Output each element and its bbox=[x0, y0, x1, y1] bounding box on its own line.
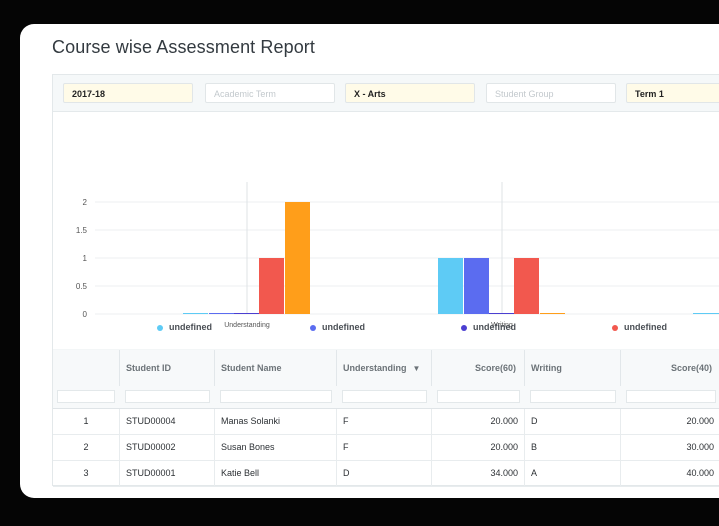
bar bbox=[183, 313, 208, 314]
course-filter[interactable]: X - Arts bbox=[345, 83, 475, 103]
app-window: Course wise Assessment Report 2017-18 Ac… bbox=[20, 24, 719, 498]
table-row[interactable]: 1 STUD00004 Manas Solanki F 20.000 D 20.… bbox=[53, 409, 719, 435]
student-id-cell: STUD00004 bbox=[120, 409, 215, 434]
row-number-cell: 3 bbox=[53, 461, 120, 486]
student-id-cell: STUD00001 bbox=[120, 461, 215, 486]
legend-item-4: undefined bbox=[612, 322, 667, 332]
chart-svg: 0 0.5 1 1.5 2 Understanding Writing bbox=[76, 182, 719, 329]
understanding-cell: D bbox=[337, 461, 432, 486]
understanding-cell: F bbox=[337, 409, 432, 434]
x-tick-label: Understanding bbox=[224, 322, 270, 329]
bar bbox=[285, 202, 310, 314]
legend-dot-icon bbox=[461, 324, 467, 331]
understanding-header[interactable]: Understanding ▼ bbox=[337, 350, 432, 386]
writing-cell: D bbox=[525, 409, 621, 434]
student-id-filter-input[interactable] bbox=[125, 390, 210, 403]
student-name-header[interactable]: Student Name bbox=[215, 350, 337, 386]
row-number-header bbox=[53, 350, 120, 386]
legend-label: undefined bbox=[624, 322, 667, 332]
writing-filter-input[interactable] bbox=[530, 390, 616, 403]
bar bbox=[234, 313, 259, 314]
x-tick-label: Writing bbox=[491, 322, 513, 329]
score-60-cell: 34.000 bbox=[432, 461, 525, 486]
legend-item-3: undefined bbox=[461, 322, 516, 332]
score-60-filter-input[interactable] bbox=[437, 390, 520, 403]
student-name-cell: Manas Solanki bbox=[215, 409, 337, 434]
y-tick-label: 0.5 bbox=[76, 282, 88, 291]
score-40-cell: 40.000 bbox=[686, 468, 714, 478]
sort-down-icon[interactable]: ▼ bbox=[412, 364, 421, 373]
table-row[interactable]: 3 STUD00001 Katie Bell D 34.000 A 40.000 bbox=[53, 461, 719, 487]
assessment-term-filter[interactable]: Term 1 bbox=[626, 83, 719, 103]
legend-dot-icon bbox=[310, 324, 316, 331]
writing-header[interactable]: Writing bbox=[525, 350, 621, 386]
report-panel: 2017-18 Academic Term X - Arts Student G… bbox=[52, 74, 719, 487]
academic-year-filter[interactable]: 2017-18 bbox=[63, 83, 193, 103]
table-row[interactable]: 2 STUD00002 Susan Bones F 20.000 B 30.00… bbox=[53, 435, 719, 461]
score-60-cell: 20.000 bbox=[432, 435, 525, 460]
bar bbox=[489, 313, 514, 314]
score-40-header[interactable]: Score(40) bbox=[621, 350, 719, 386]
y-tick-label: 2 bbox=[83, 198, 88, 207]
legend-item-2: undefined bbox=[310, 322, 365, 332]
student-name-filter-input[interactable] bbox=[220, 390, 332, 403]
student-id-header[interactable]: Student ID bbox=[120, 350, 215, 386]
bar-chart: 0 0.5 1 1.5 2 Understanding Writing bbox=[53, 112, 719, 349]
understanding-filter-input[interactable] bbox=[342, 390, 427, 403]
legend-label: undefined bbox=[169, 322, 212, 332]
score-60-cell: 20.000 bbox=[432, 409, 525, 434]
writing-cell: B bbox=[525, 435, 621, 460]
bar bbox=[514, 258, 539, 314]
row-number-cell: 2 bbox=[53, 435, 120, 460]
student-id-cell: STUD00002 bbox=[120, 435, 215, 460]
bar bbox=[540, 313, 565, 314]
bar bbox=[693, 313, 719, 314]
y-tick-label: 1.5 bbox=[76, 226, 88, 235]
score-40-cell: 30.000 bbox=[686, 442, 714, 452]
bar bbox=[438, 258, 463, 314]
bar bbox=[464, 258, 489, 314]
student-name-cell: Katie Bell bbox=[215, 461, 337, 486]
legend-label: undefined bbox=[322, 322, 365, 332]
score-40-filter-input[interactable] bbox=[626, 390, 716, 403]
filter-bar: 2017-18 Academic Term X - Arts Student G… bbox=[53, 75, 719, 112]
student-name-cell: Susan Bones bbox=[215, 435, 337, 460]
bar bbox=[259, 258, 284, 314]
results-table: Student ID Student Name Understanding ▼ S… bbox=[53, 350, 719, 487]
legend-label: undefined bbox=[473, 322, 516, 332]
column-filter-row bbox=[53, 386, 719, 409]
bar bbox=[209, 313, 234, 314]
page-title: Course wise Assessment Report bbox=[52, 37, 316, 57]
legend-item-1: undefined bbox=[157, 322, 212, 332]
y-tick-label: 0 bbox=[83, 310, 88, 319]
legend-dot-icon bbox=[157, 324, 163, 331]
y-tick-label: 1 bbox=[83, 254, 88, 263]
legend-dot-icon bbox=[612, 324, 618, 331]
understanding-cell: F bbox=[337, 435, 432, 460]
writing-cell: A bbox=[525, 461, 621, 486]
academic-term-filter[interactable]: Academic Term bbox=[205, 83, 335, 103]
understanding-header-label: Understanding bbox=[343, 363, 407, 373]
row-number-cell: 1 bbox=[53, 409, 120, 434]
score-40-cell: 20.000 bbox=[686, 416, 714, 426]
student-group-filter[interactable]: Student Group bbox=[486, 83, 616, 103]
score-60-header[interactable]: Score(60) bbox=[432, 350, 525, 386]
row-number-filter-input[interactable] bbox=[57, 390, 115, 403]
